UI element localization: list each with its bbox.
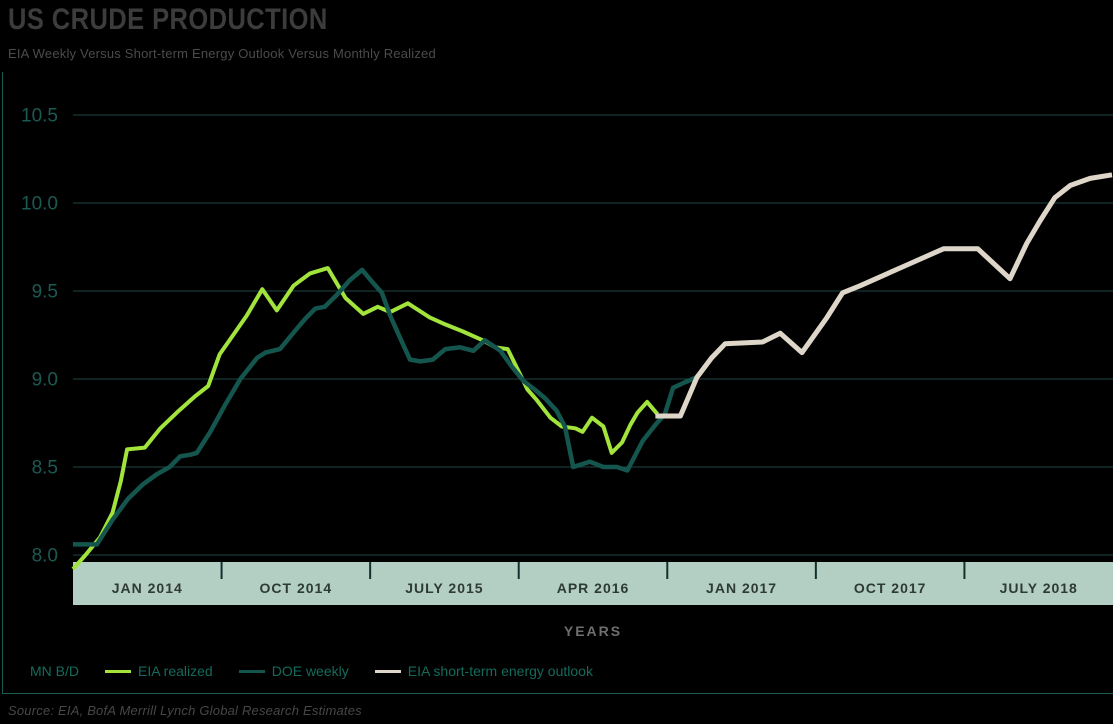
- y-tick-label: 8.5: [32, 458, 58, 479]
- legend-swatch-doe-weekly: [238, 669, 265, 673]
- legend-label: DOE weekly: [271, 663, 349, 679]
- x-tick-label: JULY 2015: [405, 580, 483, 596]
- legend-label: EIA realized: [138, 663, 213, 679]
- legend-item-eia-short-term-energy-outlook: EIA short-term energy outlook: [374, 663, 593, 679]
- legend-label: EIA short-term energy outlook: [407, 663, 593, 679]
- source-note: Source: EIA, BofA Merrill Lynch Global R…: [8, 703, 362, 718]
- x-axis-title: YEARS: [563, 623, 623, 639]
- x-tick-label: JAN 2014: [112, 580, 183, 596]
- series-line-eia-realized: [71, 266, 660, 571]
- y-tick-label: 9.5: [32, 282, 58, 303]
- x-tick-label: APR 2016: [557, 580, 630, 596]
- legend-item-eia-realized: EIA realized: [105, 663, 213, 679]
- chart-legend: MN B/D EIA realized DOE weekly EIA short-t…: [30, 662, 593, 680]
- x-tick-label: JAN 2017: [706, 580, 777, 596]
- page-title: US CRUDE PRODUCTION: [8, 3, 328, 36]
- y-tick-label: 8.0: [32, 546, 58, 567]
- x-tick-label: OCT 2017: [854, 580, 927, 596]
- legend-swatch-eia-short-term-energy-outlook: [374, 669, 401, 673]
- series-line-doe-weekly: [73, 267, 698, 547]
- x-axis-band: [73, 562, 1113, 605]
- legend-item-doe-weekly: DOE weekly: [238, 663, 349, 679]
- chart-subtitle: EIA Weekly Versus Short-term Energy Outl…: [8, 46, 436, 61]
- y-tick-label: 10.5: [21, 106, 58, 127]
- y-axis-unit-label: MN B/D: [30, 663, 79, 679]
- series-line-eia-short-term-energy-outlook: [655, 172, 1113, 419]
- legend-swatch-eia-realized: [105, 669, 131, 673]
- x-tick-label: OCT 2014: [260, 580, 333, 596]
- y-tick-label: 10.0: [21, 194, 58, 215]
- y-tick-label: 9.0: [32, 370, 58, 391]
- x-tick-label: JULY 2018: [1000, 580, 1078, 596]
